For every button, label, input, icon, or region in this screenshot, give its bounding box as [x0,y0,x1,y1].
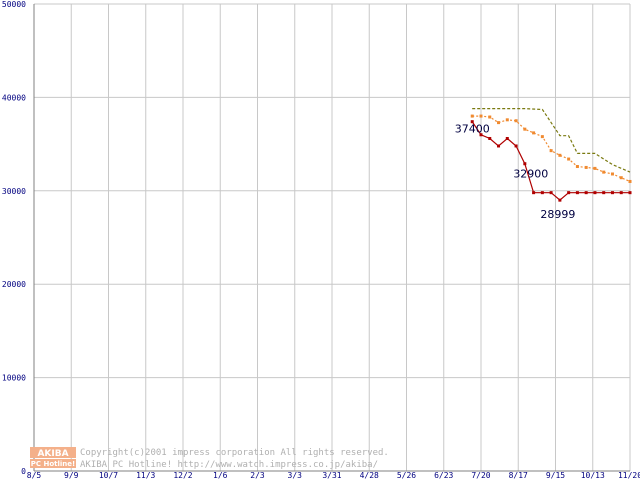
akiba-logo: AKIBA PC Hotline! [30,447,76,468]
data-point-min [619,191,623,195]
data-point-avg [497,121,501,125]
logo-line-1: AKIBA [37,449,68,459]
data-point-avg [505,118,509,122]
x-tick-label: 10/13 [581,471,605,480]
data-point-avg [584,165,588,169]
data-point-min [575,191,579,195]
data-point-min [514,144,518,148]
data-point-min [558,198,562,202]
data-point-avg [602,170,606,174]
x-tick-label: 6/23 [434,471,453,480]
data-point-avg [610,172,614,176]
x-tick-label: 4/28 [360,471,379,480]
logo-line-2: PC Hotline! [31,460,75,468]
x-tick-label: 9/15 [546,471,565,480]
copyright-line-2: AKIBA PC Hotline! http://www.watch.impre… [80,460,378,470]
data-point-min [532,191,536,195]
y-tick-label: 40000 [2,93,26,102]
data-point-min [610,191,614,195]
x-tick-label: 1/6 [213,471,228,480]
data-label: 28999 [540,208,575,221]
data-point-avg [532,131,536,135]
data-point-min [593,191,597,195]
data-point-avg [575,165,579,169]
data-point-min [497,144,501,148]
data-label-layer: 37400 32900 28999 [455,123,576,221]
data-point-avg [523,127,527,131]
data-point-min [505,136,509,140]
data-point-avg [470,114,474,118]
data-point-min [549,191,553,195]
x-tick-label: 11/20 [618,471,640,480]
data-point-avg [628,179,632,183]
data-point-avg [514,119,518,123]
x-tick-label: 12/2 [173,471,192,480]
copyright-line-1: Copyright(c)2001 impress corporation All… [80,448,389,458]
x-tick-label: 8/5 [27,471,42,480]
data-point-avg [488,115,492,119]
y-tick-label: 20000 [2,280,26,289]
data-point-avg [558,153,562,157]
data-point-avg [619,176,623,180]
data-point-min [488,136,492,140]
x-tick-label: 9/9 [64,471,79,480]
x-tick-label: 2/3 [250,471,265,480]
x-tick-label: 8/17 [509,471,528,480]
series-line-max [472,107,631,173]
x-tick-label: 3/3 [288,471,303,480]
data-point-min [567,191,571,195]
data-point-min [584,191,588,195]
data-point-avg [593,166,597,170]
data-point-avg [567,157,571,161]
x-tick-label: 11/3 [136,471,155,480]
x-tick-label: 7/20 [471,471,490,480]
data-label: 32900 [513,168,548,181]
data-label: 37400 [455,123,490,136]
data-point-min [523,162,527,166]
x-tick-label: 3/31 [322,471,341,480]
y-tick-label: 0 [21,467,26,476]
data-point-avg [549,149,553,153]
logo-box-bottom [30,459,76,468]
data-point-min [540,191,544,195]
data-point-avg [479,114,483,118]
y-tick-label: 50000 [2,0,26,9]
data-point-min [479,133,483,137]
x-tick-label: 5/26 [397,471,416,480]
data-point-avg [540,135,544,139]
series-layer [470,107,632,202]
data-point-min [602,191,606,195]
data-point-min [470,120,474,124]
x-tick-label: 10/7 [99,471,118,480]
data-point-min [628,191,632,195]
y-tick-label: 10000 [2,374,26,383]
logo-box-top [30,447,76,458]
y-tick-label: 30000 [2,187,26,196]
